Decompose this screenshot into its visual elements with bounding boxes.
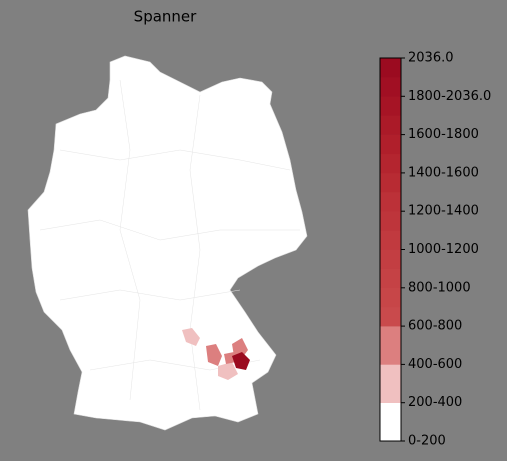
colorbar-segment: [380, 306, 401, 327]
colorbar-segment: [380, 192, 401, 212]
colorbar-segment: [380, 115, 401, 135]
colorbar-segment: [380, 287, 401, 308]
colorbar-label: 1600-1800: [408, 127, 479, 142]
colorbar-segment: [380, 58, 401, 78]
colorbar-segment: [380, 326, 401, 365]
germany-map: [27, 55, 308, 431]
colorbar-label: 0-200: [408, 434, 446, 449]
map-title: Spanner: [134, 8, 197, 26]
colorbar-segment: [380, 364, 401, 403]
region-highlight: [224, 352, 236, 364]
colorbar-segment: [380, 249, 401, 269]
colorbar-segment: [380, 172, 401, 193]
colorbar-label: 600-800: [408, 319, 462, 334]
region-highlight: [218, 362, 238, 380]
country-shape: [27, 55, 308, 431]
colorbar-segment: [380, 153, 401, 174]
colorbar-segment: [380, 230, 401, 250]
colorbar-label: 400-600: [408, 357, 462, 372]
colorbar-label: 1000-1200: [408, 242, 479, 257]
colorbar-label: 1800-2036.0: [408, 89, 491, 104]
colorbar-segment: [380, 134, 401, 155]
colorbar-label: 200-400: [408, 395, 462, 410]
region-highlight: [206, 344, 222, 366]
region-highlight: [182, 328, 200, 346]
colorbar-segment: [380, 211, 401, 231]
colorbar-segment: [380, 96, 401, 116]
colorbar-label: 1400-1600: [408, 165, 479, 180]
district-borders: [39, 79, 300, 411]
colorbar-label: 1200-1400: [408, 204, 479, 219]
colorbar-segment: [380, 268, 401, 289]
colorbar: 0-200 200-400 400-600 600-800 800-1000 1000-1…: [379, 51, 491, 449]
colorbar-label: 800-1000: [408, 280, 471, 295]
region-highlight: [232, 352, 250, 370]
colorbar-label: 2036.0: [408, 51, 454, 66]
region-highlight: [232, 338, 248, 358]
colorbar-segment: [380, 77, 401, 97]
colorbar-segment: [380, 402, 401, 442]
